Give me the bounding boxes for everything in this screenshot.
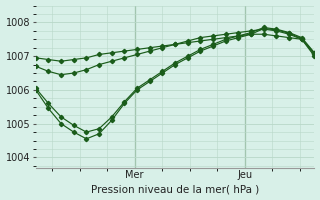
X-axis label: Pression niveau de la mer( hPa ): Pression niveau de la mer( hPa ) — [91, 184, 259, 194]
